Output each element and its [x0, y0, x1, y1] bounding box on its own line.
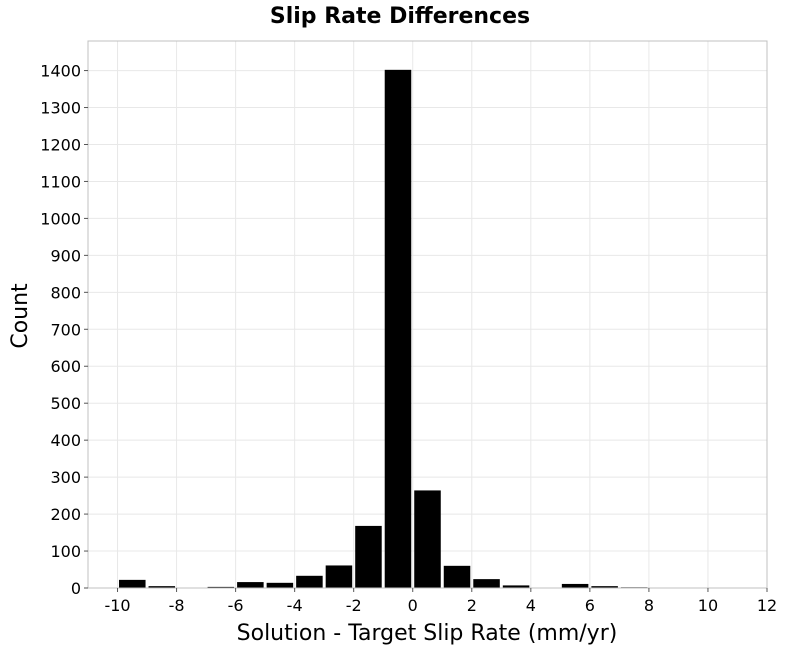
x-tick-label: -4: [287, 596, 303, 615]
x-tick-label: 6: [585, 596, 595, 615]
y-tick-label: 600: [50, 357, 81, 376]
x-axis-ticks: -10 -8 -6 -4 -2 0 2 4 6 8 10 12: [104, 588, 777, 615]
bar: [384, 69, 412, 589]
x-axis-label: Solution - Target Slip Rate (mm/yr): [237, 621, 618, 646]
bar: [148, 586, 176, 588]
bar: [237, 582, 264, 588]
bar: [325, 565, 353, 588]
y-tick-label: 1300: [40, 99, 81, 118]
y-axis-label: Count: [8, 283, 33, 349]
x-tick-label: -6: [228, 596, 244, 615]
x-tick-label: -10: [104, 596, 130, 615]
bar: [591, 586, 618, 588]
y-tick-label: 1400: [40, 62, 81, 81]
y-tick-label: 1000: [40, 209, 81, 228]
x-tick-label: 0: [408, 596, 418, 615]
bar: [502, 585, 530, 588]
bar: [414, 490, 441, 588]
bar: [473, 579, 500, 588]
y-tick-label: 0: [71, 579, 81, 598]
y-tick-label: 300: [50, 468, 81, 487]
x-tick-label: 12: [757, 596, 777, 615]
y-tick-label: 100: [50, 542, 81, 561]
bars: [119, 69, 648, 589]
x-tick-label: 4: [526, 596, 536, 615]
bar: [207, 586, 235, 588]
bar: [119, 579, 146, 588]
bar: [443, 565, 471, 588]
y-tick-label: 800: [50, 283, 81, 302]
x-tick-label: 8: [644, 596, 654, 615]
plot-frame: [87, 40, 768, 589]
x-tick-label: 2: [467, 596, 477, 615]
x-tick-label: 10: [698, 596, 718, 615]
bar: [561, 583, 589, 588]
bar: [355, 525, 382, 588]
x-tick-label: -2: [346, 596, 362, 615]
y-tick-label: 500: [50, 394, 81, 413]
chart-title: Slip Rate Differences: [270, 4, 530, 29]
x-tick-label: -8: [169, 596, 185, 615]
y-tick-label: 900: [50, 246, 81, 265]
y-axis-ticks: 0 100 200 300 400 500 600 700 800 900 1000 1100 1200…: [40, 62, 88, 598]
y-tick-label: 200: [50, 505, 81, 524]
y-tick-label: 700: [50, 320, 81, 339]
y-tick-label: 1100: [40, 172, 81, 191]
bar: [296, 575, 323, 588]
bar: [266, 582, 294, 588]
y-tick-label: 1200: [40, 135, 81, 154]
y-tick-label: 400: [50, 431, 81, 450]
